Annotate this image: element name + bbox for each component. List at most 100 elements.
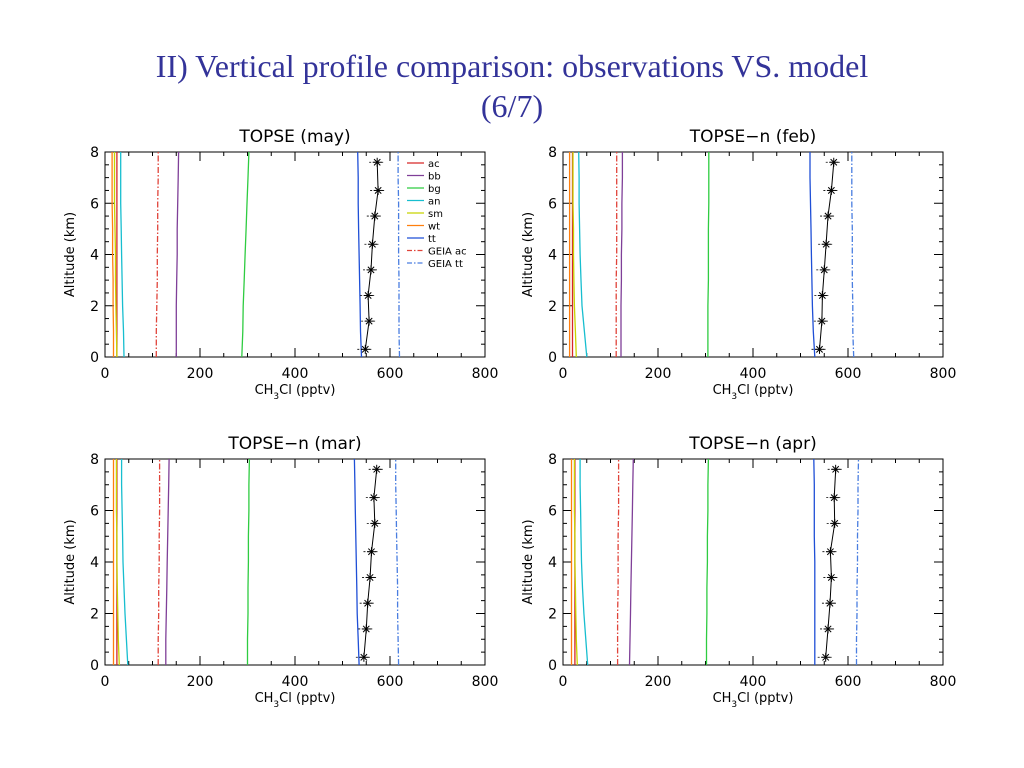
x-tick-label: 800 xyxy=(930,674,957,690)
x-tick-label: 600 xyxy=(377,674,404,690)
chart-panel: TOPSE−n (apr) 0 200 400 600 800 0 2 4 6 8 CH3Cl (pp… xyxy=(521,434,956,710)
series-line-bb xyxy=(628,458,634,666)
obs-point xyxy=(355,652,372,662)
obs-point xyxy=(363,547,380,557)
series-line-geia-tt xyxy=(855,458,860,665)
obs-point xyxy=(823,572,840,582)
obs-point xyxy=(814,291,831,300)
y-tick-label: 2 xyxy=(90,607,99,623)
chart-panel: TOPSE (may) 0 200 400 600 800 0 2 4 6 8 CH3Cl (pptv… xyxy=(63,127,498,402)
x-tick-label: 400 xyxy=(740,674,767,690)
obs-marker-stroke xyxy=(826,599,834,607)
y-tick-label: 2 xyxy=(90,299,99,315)
obs-marker-stroke xyxy=(831,519,839,527)
series-line-wt xyxy=(111,152,115,357)
legend-label: tt xyxy=(428,234,436,245)
y-tick-label: 4 xyxy=(90,248,99,264)
slide-title-line-2: (6/7) xyxy=(480,88,544,124)
y-tick-label: 6 xyxy=(90,504,99,520)
y-axis-label: Altitude (km) xyxy=(63,519,78,604)
x-tick-label: 600 xyxy=(835,366,862,382)
chart-title: TOPSE−n (feb) xyxy=(689,127,816,147)
y-tick-label: 2 xyxy=(548,299,557,315)
series-line-an xyxy=(578,151,588,358)
x-tick-label: 0 xyxy=(101,674,110,690)
obs-point xyxy=(820,211,837,221)
y-tick-label: 8 xyxy=(548,452,557,468)
obs-point xyxy=(826,493,843,503)
x-tick-label: 800 xyxy=(472,674,499,690)
series-line-sm xyxy=(572,152,577,358)
plot-frame xyxy=(104,458,486,666)
legend-label: bb xyxy=(428,172,441,183)
legend-label: ac xyxy=(428,159,440,170)
y-tick-label: 6 xyxy=(548,196,557,212)
legend-label: wt xyxy=(428,222,440,233)
x-tick-label: 400 xyxy=(740,366,767,382)
series-line-tt xyxy=(809,152,816,358)
y-axis-label: Altitude (km) xyxy=(521,519,536,604)
x-tick-label: 0 xyxy=(101,366,110,382)
obs-point xyxy=(366,518,383,528)
series-line-bb xyxy=(165,458,170,665)
plot-frame xyxy=(562,151,944,358)
chart-title: TOPSE−n (mar) xyxy=(227,434,361,454)
x-tick-label: 800 xyxy=(930,366,957,382)
series-line-sm xyxy=(113,152,118,358)
slide-title: II) Vertical profile comparison: observa… xyxy=(0,46,1024,126)
x-tick-label: 600 xyxy=(835,674,862,690)
y-tick-label: 0 xyxy=(548,658,557,674)
x-tick-label: 800 xyxy=(472,366,499,382)
obs-point xyxy=(364,239,381,249)
obs-point xyxy=(362,572,379,582)
y-tick-label: 6 xyxy=(548,504,557,520)
y-axis-label: Altitude (km) xyxy=(63,212,78,297)
series-line-geia-tt xyxy=(395,459,400,666)
legend-label: GEIA tt xyxy=(428,259,463,270)
obs-point xyxy=(822,547,839,557)
legend-label: sm xyxy=(428,209,443,220)
x-tick-label: 200 xyxy=(645,674,672,690)
obs-point xyxy=(811,344,828,354)
y-tick-label: 0 xyxy=(90,350,99,366)
x-axis-label: CH3Cl (pptv) xyxy=(255,691,336,710)
y-tick-label: 4 xyxy=(548,555,557,571)
series-line-bg xyxy=(246,458,251,665)
x-tick-label: 200 xyxy=(187,366,214,382)
y-tick-label: 4 xyxy=(90,555,99,571)
x-tick-label: 400 xyxy=(282,674,309,690)
obs-point xyxy=(817,652,834,662)
series-line-sm xyxy=(115,459,120,666)
chart-panel: TOPSE−n (mar) 0 200 400 600 800 0 2 4 6 8 CH3Cl (pp… xyxy=(63,434,498,710)
obs-point xyxy=(821,598,838,608)
series-line-geia-ac xyxy=(616,459,620,665)
series-line-tt xyxy=(357,151,363,358)
series-line-bg xyxy=(705,458,710,665)
x-axis-label: CH3Cl (pptv) xyxy=(713,691,794,710)
y-tick-label: 4 xyxy=(548,248,557,264)
series-line-geia-ac xyxy=(615,152,618,357)
obs-point xyxy=(825,157,842,167)
y-tick-label: 0 xyxy=(90,658,99,674)
x-tick-label: 400 xyxy=(282,366,309,382)
series-line-bg xyxy=(241,151,250,358)
series-line-bb xyxy=(620,152,624,357)
obs-point xyxy=(370,185,387,195)
series-line-tt xyxy=(813,458,816,665)
obs-point xyxy=(820,624,837,634)
y-tick-label: 8 xyxy=(548,145,557,161)
slide-title-line-1: II) Vertical profile comparison: observa… xyxy=(155,48,869,84)
obs-point xyxy=(361,316,378,326)
legend-label: GEIA ac xyxy=(428,247,467,258)
obs-point xyxy=(827,464,844,474)
obs-point xyxy=(358,624,375,634)
obs-point xyxy=(359,598,376,608)
series-line-geia-tt xyxy=(397,152,401,358)
obs-point xyxy=(823,185,840,195)
y-tick-label: 0 xyxy=(548,350,557,366)
obs-point xyxy=(357,344,374,354)
obs-point xyxy=(369,157,386,167)
x-axis-label: CH3Cl (pptv) xyxy=(713,383,794,402)
chart-panel: TOPSE−n (feb) 0 200 400 600 800 0 2 4 6 8 CH3Cl (pp… xyxy=(521,127,956,402)
